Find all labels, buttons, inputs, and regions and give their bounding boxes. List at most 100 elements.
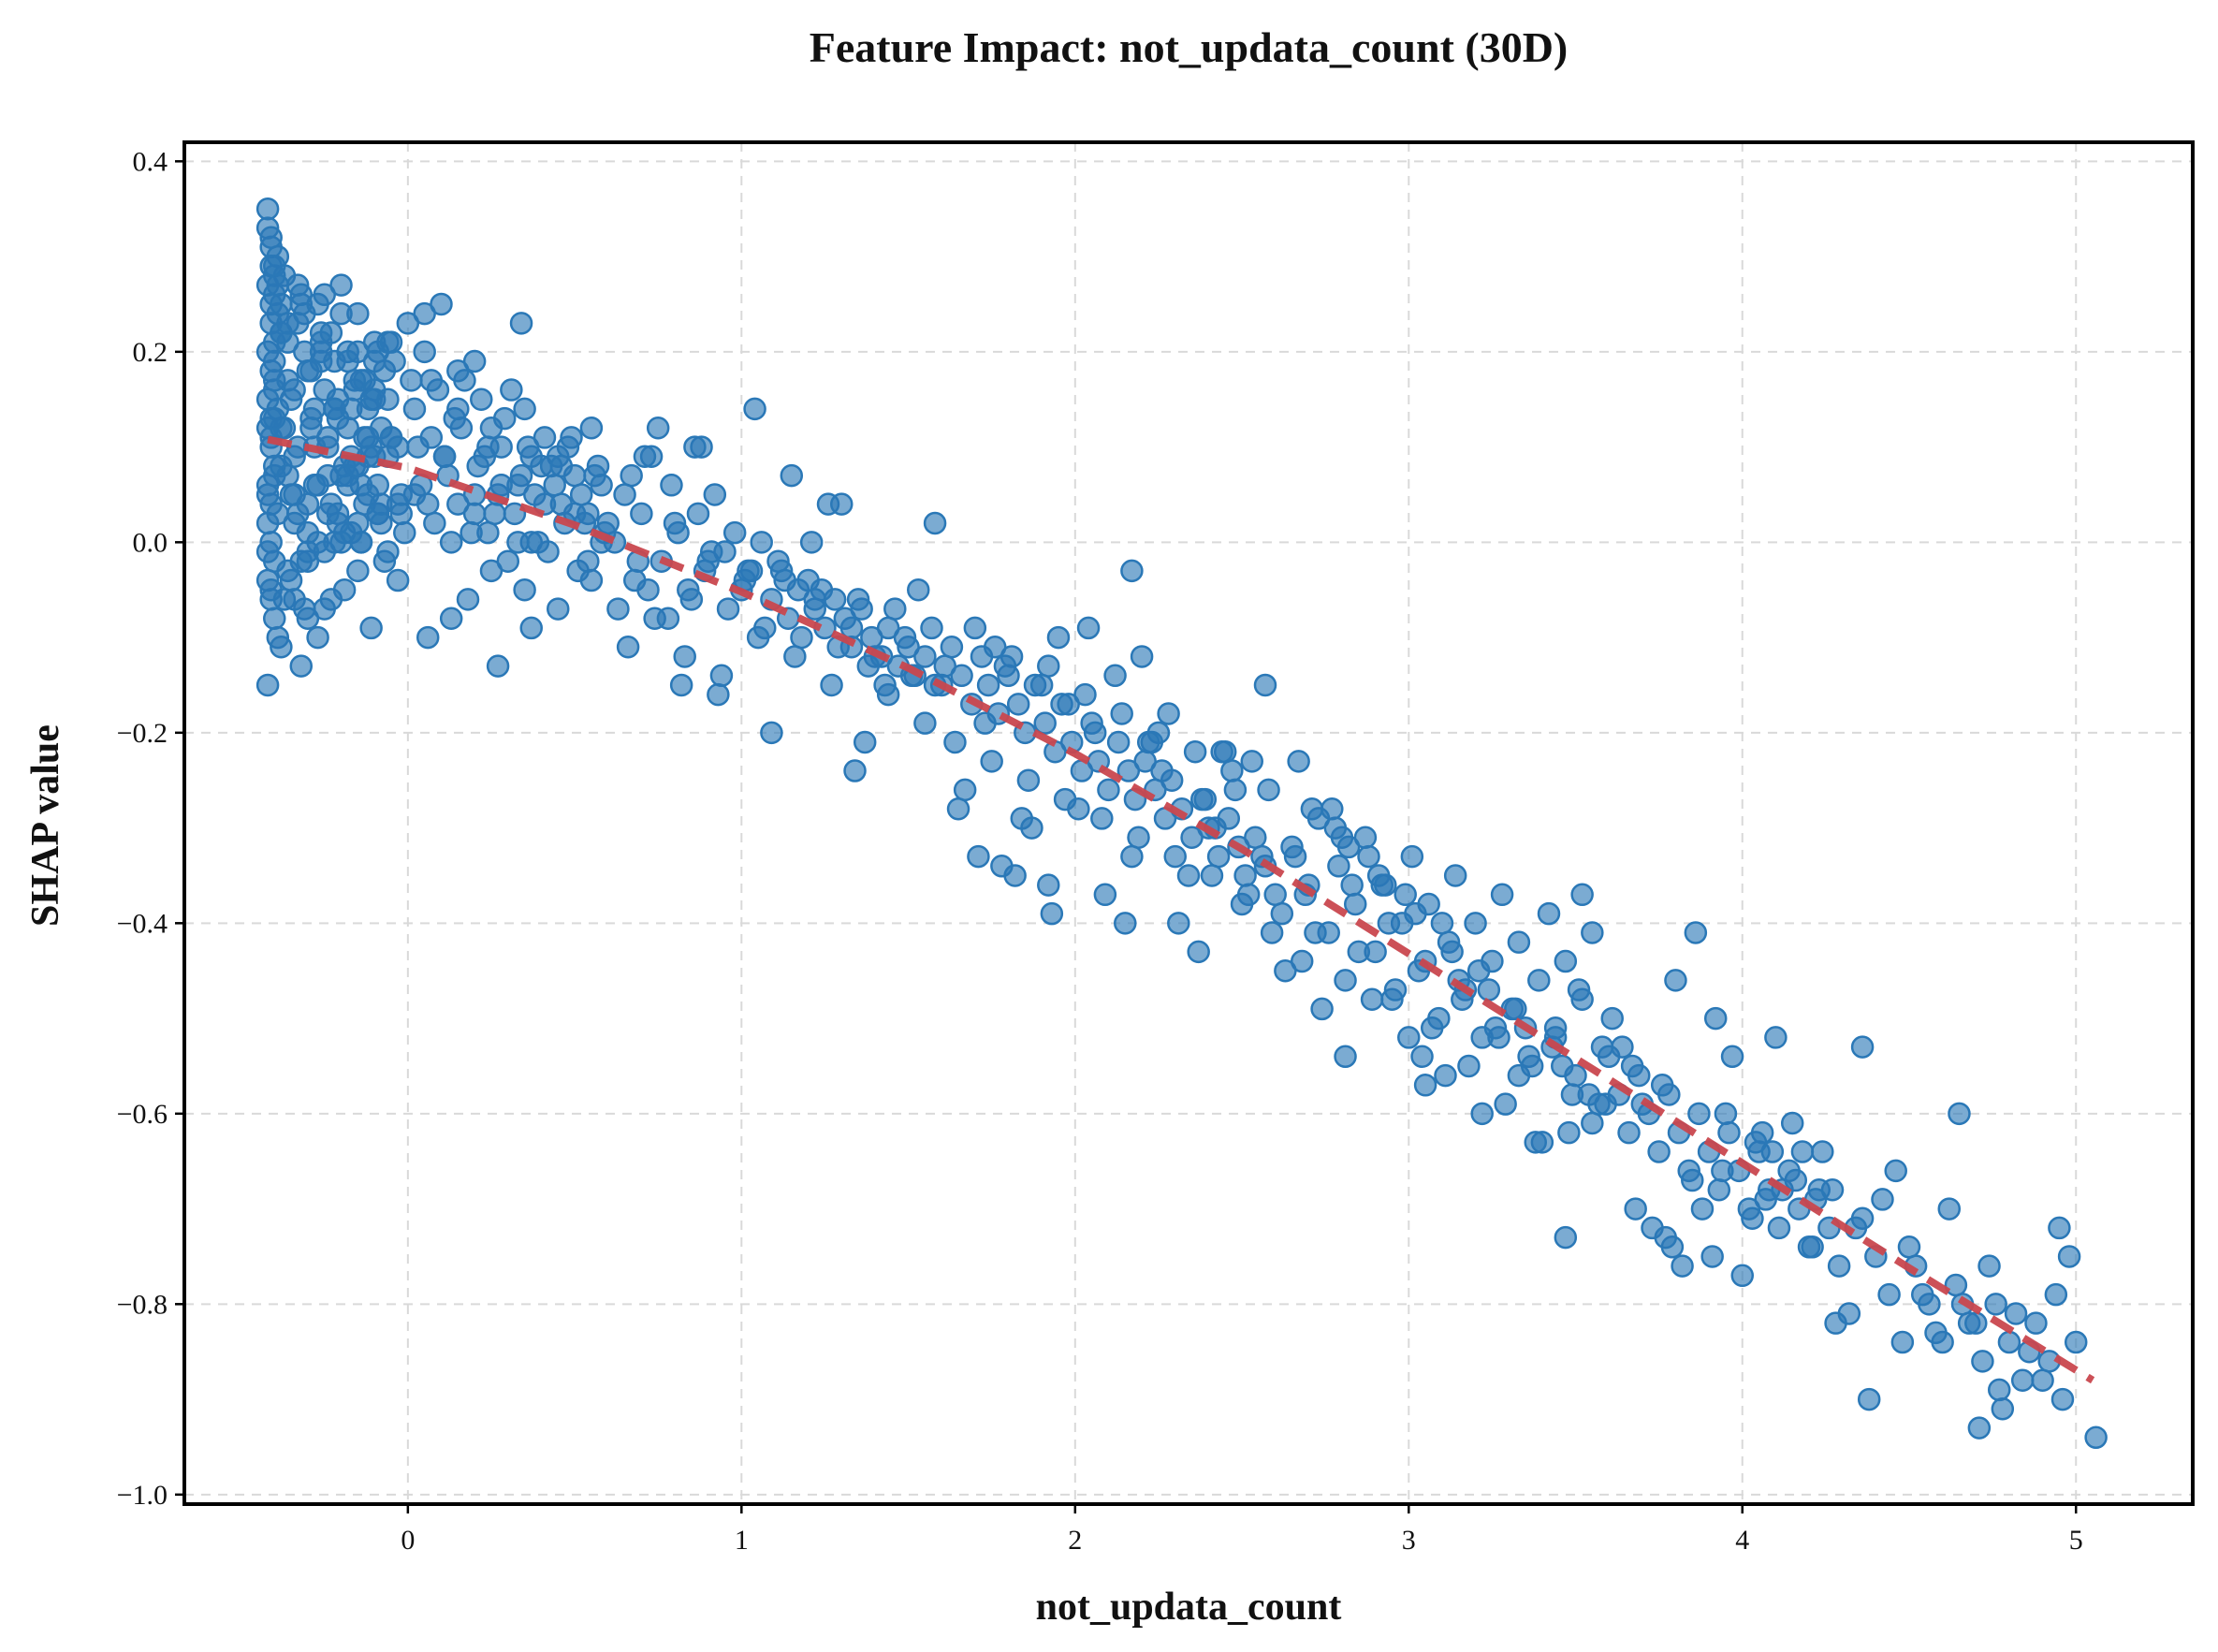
data-point	[1374, 873, 1397, 897]
data-point	[1717, 1120, 1741, 1145]
data-point	[1987, 1378, 2011, 1402]
data-point	[1554, 949, 1578, 973]
data-point	[500, 378, 523, 402]
data-point	[289, 654, 314, 678]
data-point	[1187, 940, 1210, 964]
data-point	[1334, 969, 1357, 992]
data-point	[843, 759, 867, 782]
data-point	[1611, 1035, 1634, 1059]
data-point	[1837, 1302, 1861, 1325]
data-point	[853, 730, 877, 754]
data-point	[699, 540, 723, 563]
data-point	[1310, 997, 1334, 1021]
data-point	[716, 597, 740, 621]
data-point	[669, 673, 693, 697]
chart-title: Feature Impact: not_updata_count (30D)	[810, 23, 1569, 71]
data-point	[856, 654, 881, 678]
data-point	[309, 340, 333, 364]
data-point	[1394, 883, 1417, 907]
data-point	[506, 531, 530, 554]
data-point	[1167, 912, 1190, 935]
data-point	[679, 588, 704, 611]
data-point	[1110, 702, 1133, 725]
data-point	[462, 502, 487, 526]
data-point	[873, 673, 897, 697]
data-point	[406, 435, 430, 459]
data-point	[389, 502, 413, 526]
data-point	[1163, 844, 1187, 869]
data-point	[1200, 864, 1224, 887]
data-point	[533, 426, 557, 449]
data-point	[549, 454, 574, 478]
data-point	[1711, 1159, 1734, 1183]
data-point	[289, 283, 314, 307]
data-point	[883, 597, 907, 621]
data-point	[1420, 1016, 1444, 1040]
data-point	[332, 577, 357, 602]
data-point	[1581, 921, 1604, 944]
data-point	[1263, 883, 1287, 907]
data-point	[1464, 912, 1487, 935]
data-point	[630, 502, 653, 526]
data-point	[1097, 778, 1120, 802]
data-point	[1253, 673, 1277, 697]
data-point	[660, 474, 683, 497]
plot-frame	[182, 140, 2195, 1506]
data-point	[1707, 1177, 1731, 1202]
data-point	[1343, 892, 1367, 916]
data-point	[1890, 1330, 1915, 1354]
data-point	[1037, 873, 1060, 897]
data-point	[820, 673, 843, 697]
data-point	[329, 301, 353, 326]
data-point	[1383, 978, 1408, 1001]
data-point	[1507, 930, 1531, 954]
data-point	[1090, 807, 1114, 830]
data-point	[1120, 844, 1144, 869]
data-point	[276, 312, 299, 335]
data-point	[990, 855, 1014, 878]
data-point	[1157, 702, 1180, 725]
data-point	[316, 463, 340, 488]
data-point	[439, 531, 463, 554]
data-point	[2057, 1245, 2081, 1268]
data-point	[1230, 892, 1254, 916]
data-point	[1046, 625, 1071, 650]
data-point	[1527, 969, 1551, 992]
y-tick-label: −0.6	[117, 1099, 168, 1130]
data-point	[1114, 912, 1137, 935]
data-point	[1457, 1054, 1481, 1078]
data-point	[1684, 921, 1708, 944]
data-point	[439, 607, 463, 630]
data-point	[1440, 940, 1464, 964]
data-point	[1336, 835, 1361, 859]
data-point	[1654, 1225, 1678, 1250]
data-point	[346, 559, 370, 583]
data-point	[579, 568, 604, 592]
data-point	[983, 636, 1007, 659]
data-point	[743, 397, 766, 421]
data-point	[262, 406, 286, 431]
data-point	[379, 330, 403, 354]
data-point	[1304, 921, 1327, 944]
data-point	[543, 474, 566, 497]
data-point	[1911, 1282, 1934, 1307]
data-point	[413, 340, 436, 364]
data-point	[402, 483, 427, 506]
data-point	[1681, 1168, 1704, 1192]
data-point	[946, 797, 970, 821]
data-point	[362, 349, 387, 373]
data-point	[259, 226, 283, 249]
data-point	[1220, 759, 1244, 782]
data-point	[296, 540, 320, 563]
data-point	[1076, 616, 1101, 640]
data-point	[1977, 1254, 2001, 1278]
data-point	[1443, 864, 1467, 887]
y-tick-label: 0.4	[133, 146, 168, 177]
data-point	[255, 483, 280, 506]
data-point	[402, 397, 427, 421]
data-point	[1193, 787, 1218, 811]
data-point	[980, 750, 1003, 773]
data-point	[1327, 855, 1350, 878]
data-point	[1323, 816, 1348, 840]
